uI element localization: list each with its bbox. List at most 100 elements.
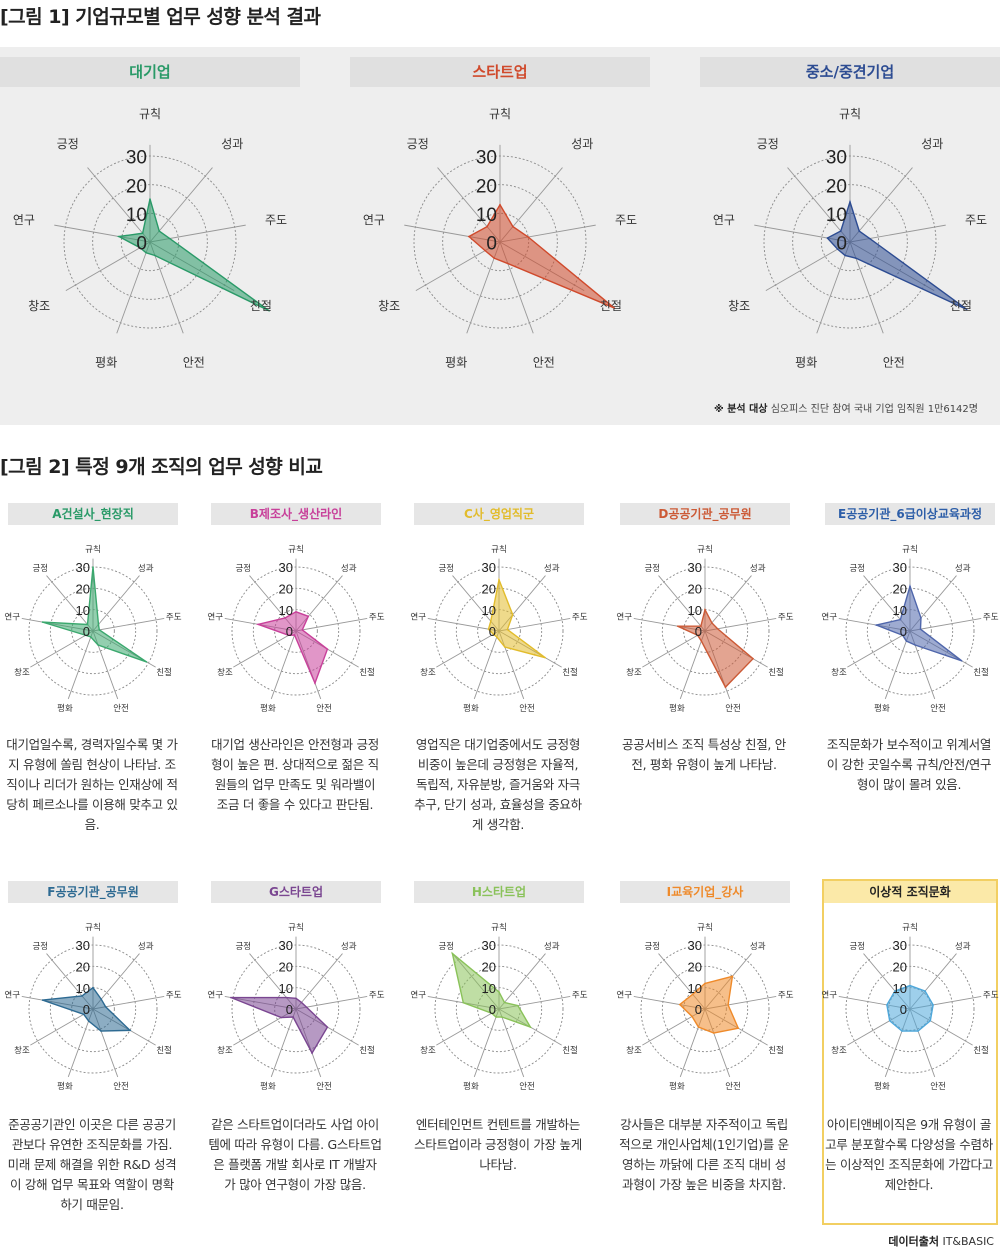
data-point-주도: [506, 628, 509, 631]
axis-label: 연구: [4, 991, 20, 1001]
data-polygon: [678, 975, 740, 1034]
axis-label: 주도: [572, 613, 588, 623]
figure-1-note: ※ 분석 대상 심오피스 진단 참여 국내 기업 임직원 1만6142명: [714, 400, 978, 415]
data-point-연구: [487, 628, 490, 630]
data-point-긍정: [839, 230, 842, 232]
data-point-성과: [858, 230, 861, 232]
chart-description-E: 조직문화가 보수적이고 위계서열이 강한 곳일수록 규칙/안전/연구형이 많이 …: [826, 737, 992, 792]
axis-label: 주도: [615, 213, 637, 227]
data-point-주도: [716, 627, 719, 630]
data-point-평화: [901, 1030, 903, 1032]
data-point-안전: [97, 644, 99, 646]
tick-label: 0: [836, 234, 847, 255]
tick-label: 20: [688, 960, 702, 975]
tick-label: 10: [893, 603, 907, 618]
data-point-안전: [154, 254, 156, 257]
data-point-안전: [507, 262, 509, 265]
tick-label: 0: [900, 1002, 907, 1017]
data-point-성과: [300, 1001, 303, 1004]
axis-label: 연구: [616, 613, 632, 623]
spoke-line: [270, 1008, 297, 1078]
axis-label: 성과: [544, 564, 560, 574]
axis-label: 연구: [410, 613, 426, 623]
tick-label: 30: [826, 148, 847, 169]
axis-label: 규칙: [288, 923, 304, 933]
tick-label: 30: [482, 938, 496, 953]
data-polygon: [874, 583, 963, 662]
axis-label: 평화: [95, 355, 117, 369]
axis-label: 규칙: [697, 923, 713, 933]
axis-label: 안전: [519, 1081, 535, 1092]
data-point-주도: [919, 628, 922, 630]
data-point-창조: [484, 249, 486, 252]
axis-label: 평화: [260, 1081, 276, 1092]
tick-label: 10: [126, 205, 147, 226]
axis-label: 연구: [13, 213, 35, 227]
spoke-line: [67, 630, 94, 700]
data-polygon: [451, 951, 532, 1029]
data-point-친절: [145, 661, 148, 663]
data-point-연구: [875, 624, 878, 626]
tick-label: 0: [900, 624, 907, 639]
spoke-line: [884, 630, 911, 700]
ideal-culture-box: [822, 879, 998, 1225]
axis-label: 주도: [983, 613, 999, 623]
axis-label: 친절: [250, 299, 272, 313]
chart-description-A: 대기업일수록, 경력자일수록 몇 가지 유형에 쏠림 현상이 나타남. 조직이나…: [6, 737, 178, 832]
axis-label: 안전: [930, 1081, 946, 1092]
data-point-연구: [676, 625, 679, 627]
axis-label: 친절: [600, 299, 622, 313]
spoke-line: [816, 241, 851, 334]
tick-label: 30: [688, 938, 702, 953]
axis-label: 성과: [221, 137, 243, 151]
spoke-line: [46, 575, 94, 632]
axis-label: 연구: [363, 213, 385, 227]
axis-label: 평화: [669, 1081, 685, 1092]
data-point-주도: [98, 629, 101, 631]
data-point-규칙: [704, 982, 706, 985]
tick-label: 0: [286, 1002, 293, 1017]
data-point-친절: [129, 1029, 131, 1032]
axis-label: 평화: [57, 703, 73, 714]
chart-title-ideal: 이상적 조직문화: [824, 881, 996, 903]
tick-label: 20: [893, 582, 907, 597]
axis-label: 연구: [4, 613, 20, 623]
axis-label: 긍정: [438, 563, 454, 574]
data-polygon: [42, 566, 147, 663]
axis-label: 친절: [156, 1045, 172, 1056]
data-point-평화: [700, 640, 703, 642]
axis-label: 규칙: [839, 107, 861, 121]
data-point-규칙: [92, 986, 94, 989]
data-point-연구: [886, 1004, 888, 1006]
chart-title-I: I교육기업_강사: [620, 881, 790, 903]
data-point-안전: [724, 686, 727, 688]
tick-label: 30: [126, 148, 147, 169]
spoke-line: [87, 167, 151, 243]
spoke-line: [149, 241, 184, 334]
spoke-line: [658, 575, 706, 632]
data-point-평화: [292, 1016, 294, 1018]
data-point-창조: [696, 634, 699, 637]
data-point-연구: [118, 235, 120, 238]
data-polygon: [886, 984, 934, 1032]
axis-label: 주도: [778, 613, 794, 623]
tick-label: 0: [489, 1002, 496, 1017]
tick-label: 10: [688, 981, 702, 996]
data-polygon: [467, 203, 615, 309]
tick-label: 0: [486, 234, 497, 255]
data-point-연구: [462, 1001, 465, 1004]
axis-label: 긍정: [32, 941, 48, 952]
chart-description-ideal: 아이티앤베이직은 9개 유형이 골고루 분포할수록 다양성을 수렴하는 이상적인…: [825, 1117, 993, 1192]
chart-title-A: A건설사_현장직: [8, 503, 178, 525]
chart-description-I: 강사들은 대부분 자주적이고 독립적으로 개인사업체(1인기업)를 운영하는 까…: [619, 1117, 789, 1192]
axis-label: 규칙: [489, 107, 511, 121]
data-point-긍정: [489, 620, 492, 622]
chart-title-startup: 스타트업: [350, 57, 650, 87]
axis-label: 안전: [533, 355, 555, 369]
axis-label: 안전: [725, 1081, 741, 1092]
data-point-창조: [139, 246, 141, 249]
